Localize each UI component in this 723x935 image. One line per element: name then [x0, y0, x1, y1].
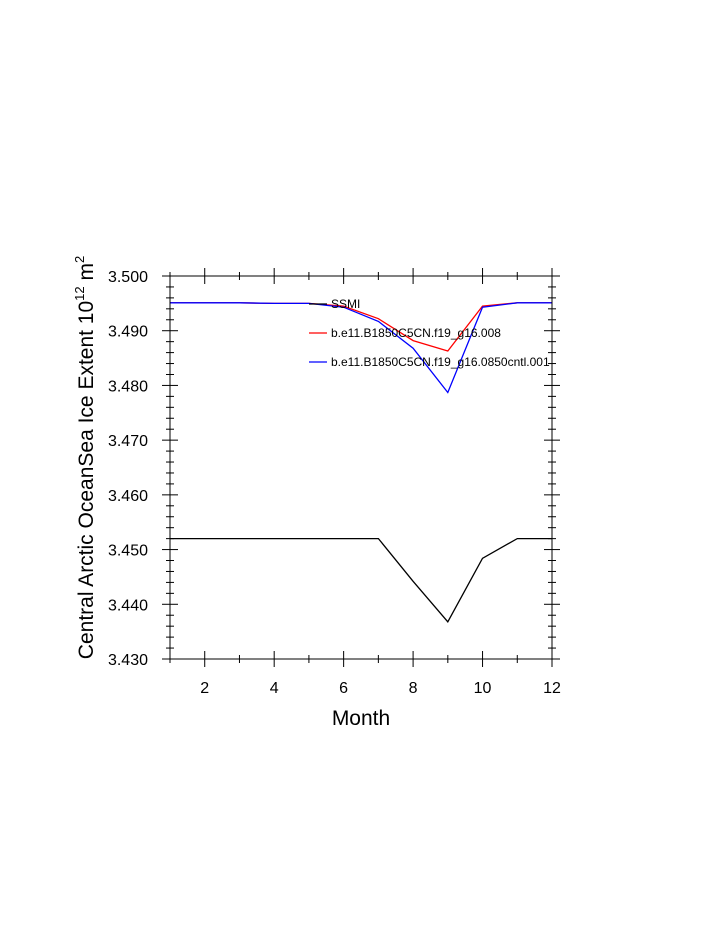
legend-label: b.e11.B1850C5CN.f19_g16.008: [331, 326, 501, 340]
x-tick-label: 12: [543, 680, 561, 697]
tick-labels: 2 4 6 8 10 12 3.430 3.440 3.450 3.460 3.470 3.480 3.…: [108, 269, 561, 697]
series-lines: [170, 302, 552, 623]
series-line-b-e11-b1850c5cn-f19-g16-0850cntl-001: [170, 302, 552, 394]
series-line-ssmi: [170, 537, 552, 623]
y-tick-label: 3.490: [108, 324, 148, 341]
x-axis-title: Month: [332, 707, 390, 730]
y-axis-title: Central Arctic OceanSea Ice Extent 1012 …: [72, 256, 98, 659]
legend-label: SSMI: [331, 297, 360, 311]
y-tick-label: 3.440: [108, 597, 148, 614]
y-tick-label: 3.450: [108, 543, 148, 560]
x-tick-label: 10: [474, 680, 492, 697]
legend: SSMI b.e11.B1850C5CN.f19_g16.008 b.e11.B18…: [309, 297, 550, 369]
y-axis-title-exponent: 12: [72, 286, 87, 300]
y-axis-title-unit: m: [75, 263, 98, 286]
y-tick-label: 3.500: [108, 269, 148, 286]
legend-label: b.e11.B1850C5CN.f19_g16.0850cntl.001: [331, 355, 550, 369]
y-tick-label: 3.460: [108, 488, 148, 505]
plot-frame: [169, 275, 553, 660]
y-axis-title-unit-exponent: 2: [72, 256, 87, 263]
y-tick-label: 3.470: [108, 433, 148, 450]
x-tick-label: 2: [200, 680, 209, 697]
y-axis-title-main: Central Arctic OceanSea Ice Extent 10: [75, 301, 98, 659]
x-tick-label: 6: [339, 680, 348, 697]
y-tick-label: 3.480: [108, 378, 148, 395]
axis-ticks: [162, 268, 560, 667]
x-tick-label: 8: [409, 680, 418, 697]
x-tick-label: 4: [270, 680, 279, 697]
y-tick-label: 3.430: [108, 652, 148, 669]
